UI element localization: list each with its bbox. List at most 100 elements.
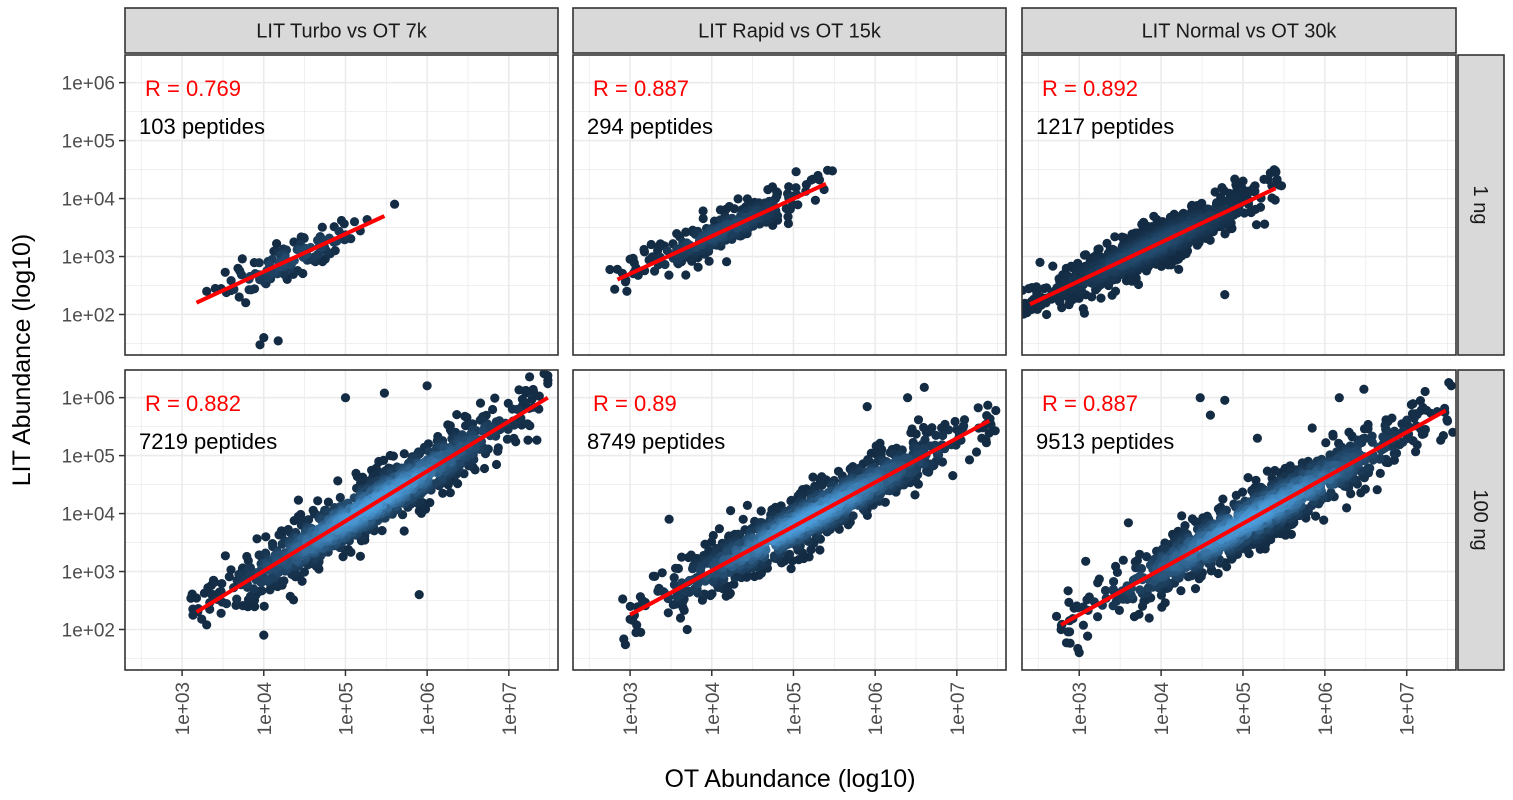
data-point <box>1063 586 1073 596</box>
data-point <box>390 199 400 209</box>
data-point <box>1243 473 1253 483</box>
regression-line <box>195 395 549 614</box>
data-point <box>1078 620 1088 630</box>
data-point <box>814 175 825 185</box>
data-point <box>1363 463 1373 473</box>
data-point <box>669 573 679 583</box>
data-point <box>619 634 629 644</box>
data-point <box>1063 627 1073 637</box>
data-point <box>238 601 248 611</box>
data-point <box>197 614 207 624</box>
data-point <box>991 405 1001 416</box>
data-point <box>1190 584 1201 594</box>
data-point <box>884 463 894 473</box>
data-point <box>1252 433 1262 443</box>
data-point <box>786 564 796 574</box>
data-point <box>950 416 960 427</box>
data-point <box>1136 564 1146 574</box>
data-point <box>220 267 230 277</box>
panel-border <box>572 54 1007 356</box>
data-point <box>784 549 795 559</box>
data-point <box>729 204 740 214</box>
data-point <box>340 393 351 403</box>
data-point <box>502 434 512 444</box>
panel-border <box>1021 54 1457 356</box>
panel-border <box>572 369 1007 671</box>
data-point <box>639 244 649 255</box>
data-point <box>388 451 398 461</box>
gridlines <box>125 55 558 355</box>
data-point <box>1319 515 1329 525</box>
data-point <box>688 564 698 574</box>
data-point <box>1262 466 1272 476</box>
data-point <box>810 195 821 205</box>
data-point <box>1205 410 1215 420</box>
data-point <box>660 259 670 270</box>
data-point <box>349 217 360 227</box>
data-point <box>815 545 825 555</box>
data-point <box>704 256 714 266</box>
data-point <box>525 372 535 382</box>
data-point <box>808 472 818 482</box>
data-point <box>259 333 269 343</box>
data-point <box>217 579 227 589</box>
data-point <box>681 270 691 280</box>
peptide-count-label: 294 peptides <box>587 114 713 139</box>
data-point <box>1061 638 1072 648</box>
data-point <box>414 506 424 516</box>
data-point <box>618 594 628 604</box>
data-point <box>673 563 684 574</box>
data-point <box>931 430 941 440</box>
data-point <box>1174 264 1184 274</box>
data-point <box>791 167 801 177</box>
data-point <box>1402 415 1412 425</box>
peptide-count-label: 8749 peptides <box>587 429 725 454</box>
data-point <box>236 270 247 280</box>
data-point <box>664 270 674 280</box>
data-point <box>1360 484 1370 494</box>
data-point <box>1144 613 1154 623</box>
data-point <box>1141 552 1152 562</box>
data-point <box>783 218 794 229</box>
data-point <box>1409 413 1419 423</box>
data-point <box>646 239 656 250</box>
data-point <box>1195 393 1205 403</box>
scatter-points <box>186 370 553 640</box>
data-point <box>657 568 667 578</box>
data-point <box>462 412 472 423</box>
data-point <box>742 500 753 510</box>
data-point <box>445 488 455 498</box>
data-point <box>973 403 983 413</box>
data-point <box>1134 609 1144 619</box>
data-point <box>438 488 448 498</box>
data-point <box>677 552 687 562</box>
data-point <box>938 430 948 441</box>
data-point <box>1251 475 1261 485</box>
data-point <box>823 165 833 175</box>
data-point <box>1143 583 1153 593</box>
data-point <box>848 511 858 521</box>
data-point <box>1139 596 1149 606</box>
data-point <box>523 435 533 445</box>
data-point <box>461 421 471 431</box>
data-point <box>693 262 703 272</box>
data-point <box>1260 219 1270 229</box>
data-point <box>1109 577 1119 587</box>
data-point <box>1220 290 1230 300</box>
data-point <box>1083 631 1093 641</box>
data-point <box>749 571 760 582</box>
data-point <box>1271 167 1281 177</box>
data-point <box>475 398 486 408</box>
data-point <box>209 577 220 587</box>
data-point <box>355 551 365 561</box>
data-point <box>1326 487 1336 498</box>
data-point <box>534 391 544 401</box>
data-point <box>948 471 958 481</box>
correlation-label: R = 0.769 <box>145 76 241 101</box>
data-point <box>1026 303 1036 313</box>
data-point <box>733 194 743 204</box>
data-point <box>922 466 932 476</box>
peptide-count-label: 1217 peptides <box>1036 114 1174 139</box>
